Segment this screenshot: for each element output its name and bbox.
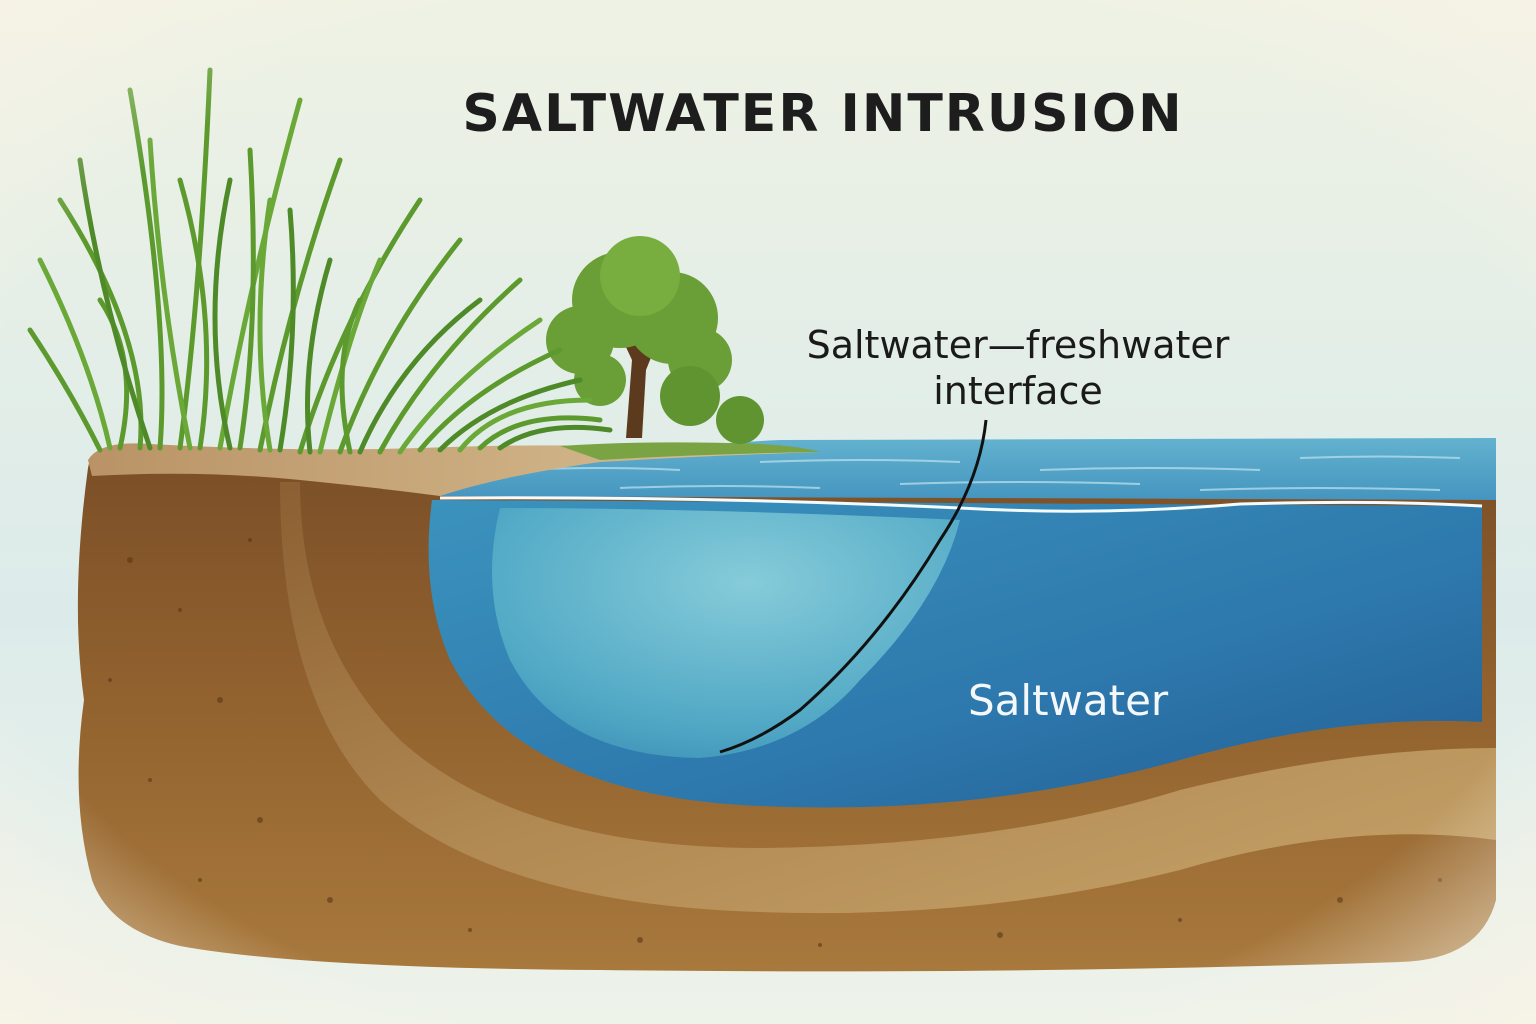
saltwater-label: Saltwater [968,676,1169,725]
interface-label-line2: interface [933,369,1103,413]
diagram-title: SALTWATER INTRUSION [462,84,1184,144]
interface-label: Saltwater—freshwater interface [778,322,1258,414]
interface-label-line1: Saltwater—freshwater [806,323,1230,367]
